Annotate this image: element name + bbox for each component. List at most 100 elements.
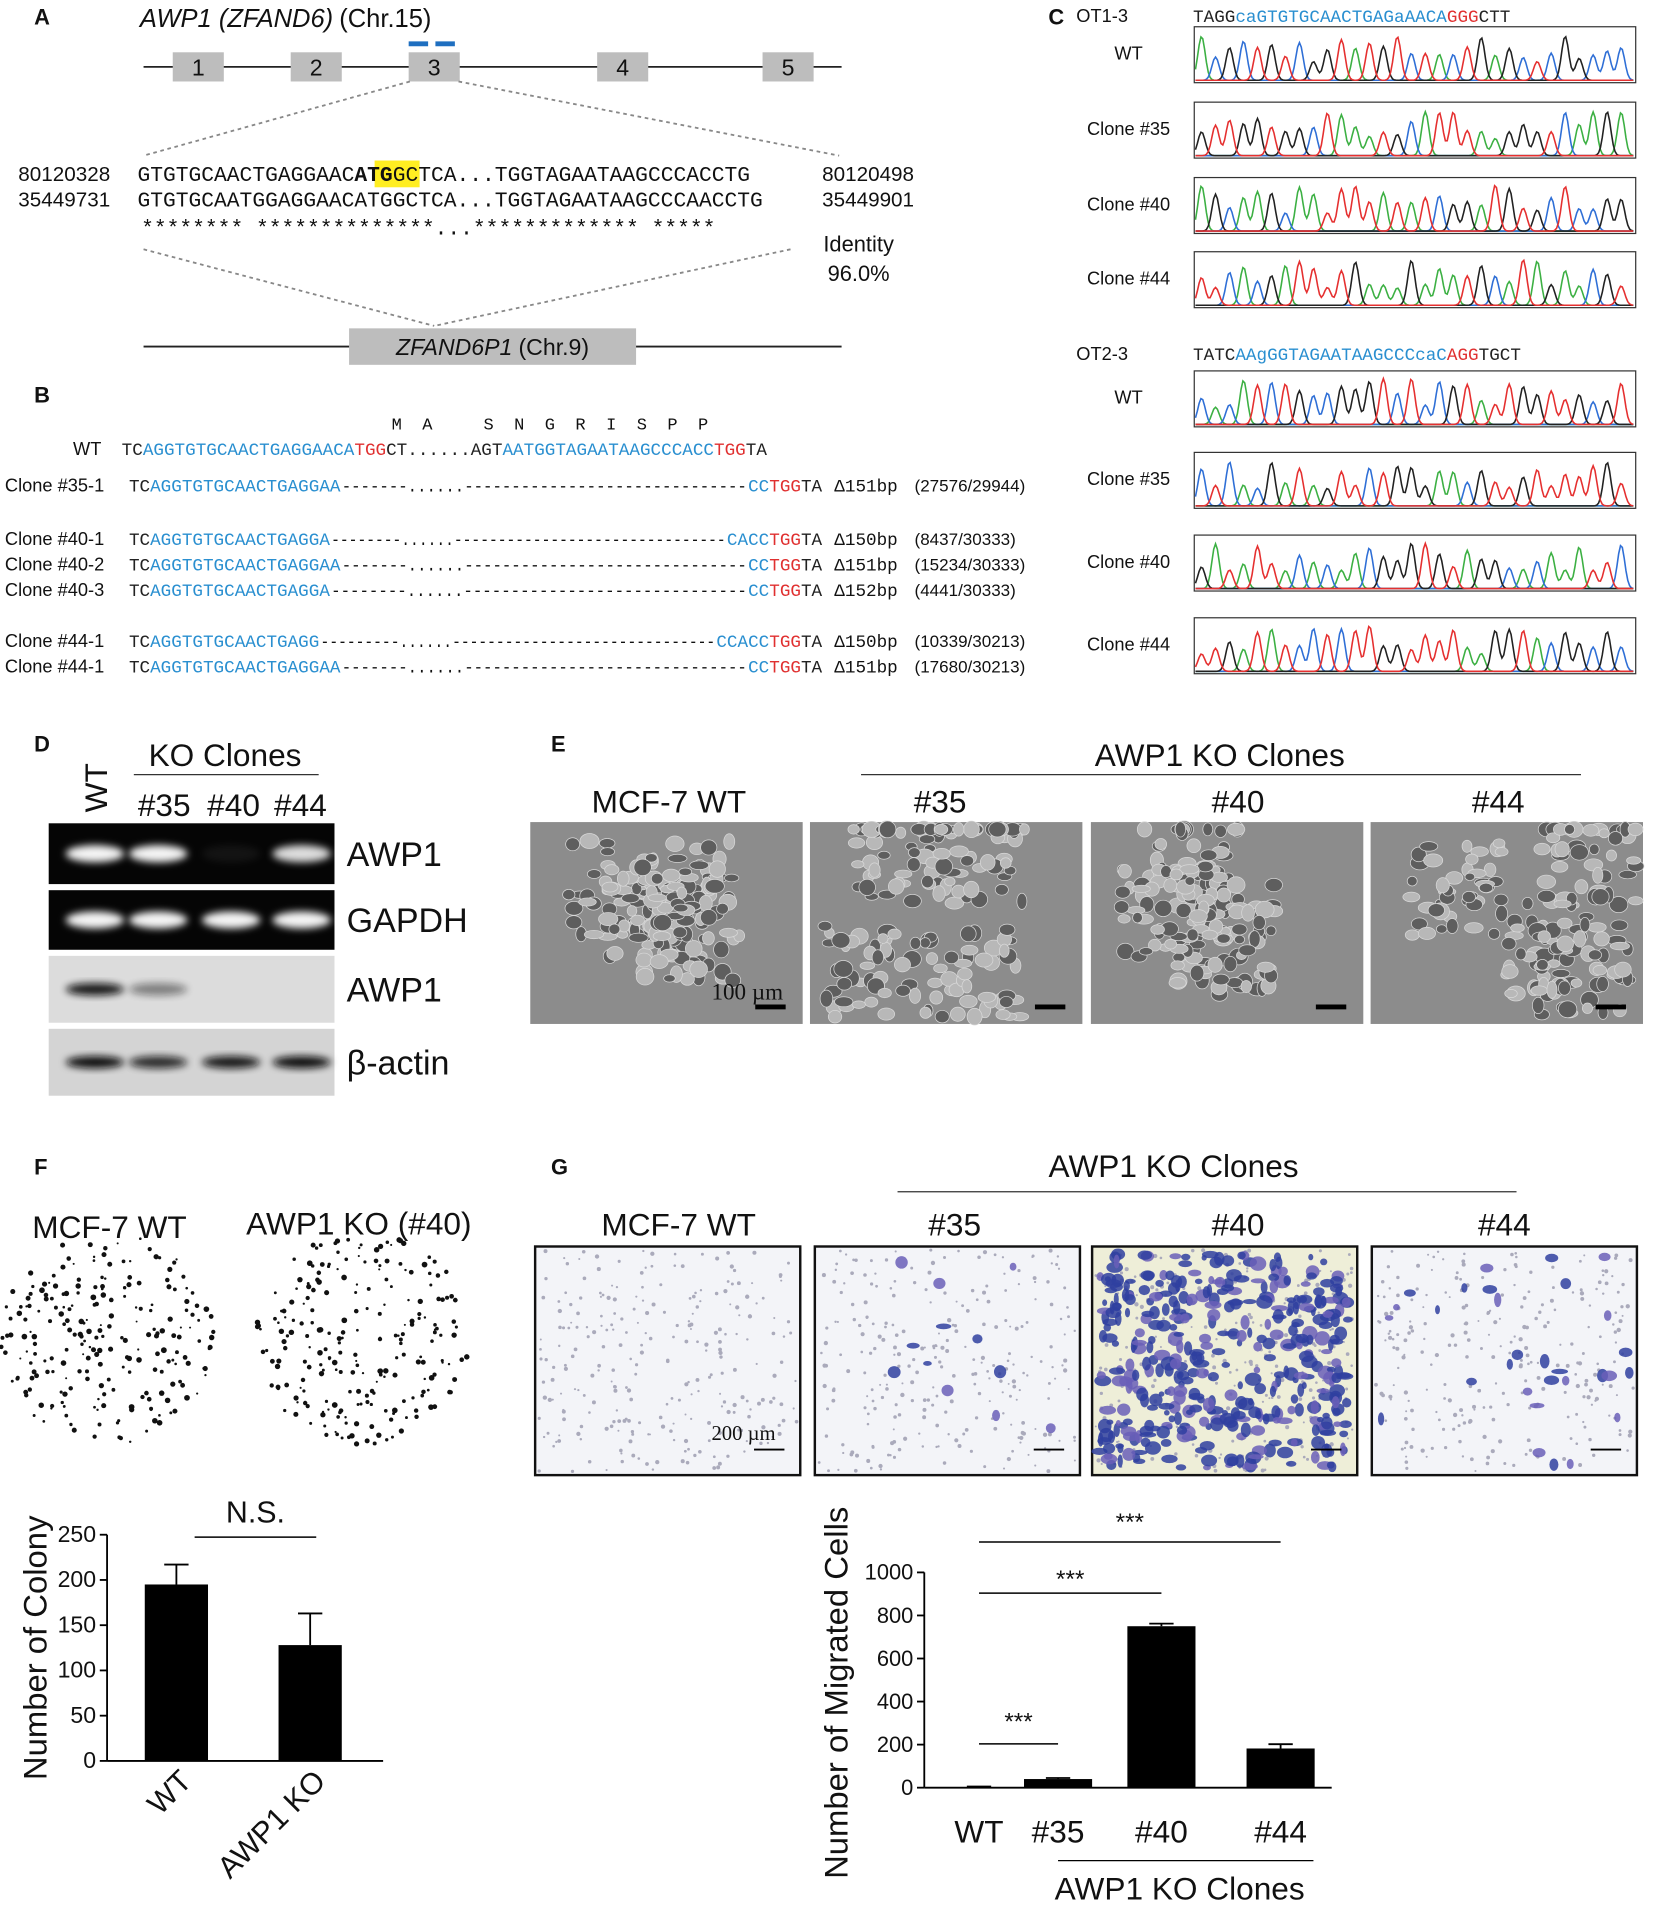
colony bbox=[98, 1382, 105, 1389]
pore bbox=[1346, 1437, 1350, 1440]
migrated-cell bbox=[1214, 1276, 1226, 1288]
colony bbox=[310, 1308, 315, 1313]
cell bbox=[663, 974, 676, 983]
pore bbox=[871, 1322, 875, 1326]
pore bbox=[1403, 1390, 1409, 1395]
pore bbox=[863, 1273, 867, 1277]
pore bbox=[1104, 1343, 1109, 1347]
pore bbox=[687, 1380, 690, 1384]
colony bbox=[417, 1298, 423, 1305]
colony bbox=[293, 1411, 299, 1417]
colony bbox=[341, 1336, 344, 1340]
pore bbox=[757, 1401, 761, 1406]
migrated-cell bbox=[1482, 1284, 1498, 1294]
colony bbox=[285, 1334, 290, 1338]
colony bbox=[196, 1392, 199, 1395]
cell bbox=[700, 839, 718, 856]
colony bbox=[451, 1332, 457, 1338]
pore bbox=[1139, 1304, 1144, 1309]
pore bbox=[1351, 1428, 1354, 1431]
pore bbox=[1247, 1312, 1252, 1317]
pore bbox=[955, 1300, 958, 1303]
pore bbox=[1575, 1442, 1579, 1446]
pore bbox=[1482, 1406, 1486, 1409]
pore bbox=[1588, 1304, 1592, 1307]
pore bbox=[1477, 1320, 1480, 1323]
bar bbox=[278, 1645, 342, 1761]
error-bar bbox=[1149, 1622, 1174, 1627]
colony bbox=[359, 1243, 363, 1247]
pore bbox=[746, 1338, 749, 1341]
colony bbox=[459, 1357, 465, 1363]
colony bbox=[436, 1296, 441, 1302]
pore bbox=[707, 1420, 711, 1425]
pore bbox=[665, 1402, 669, 1406]
pore bbox=[1331, 1327, 1334, 1331]
migrated-cell bbox=[1285, 1460, 1297, 1467]
pore bbox=[1400, 1447, 1404, 1451]
colony bbox=[122, 1285, 127, 1290]
pore bbox=[1612, 1323, 1615, 1326]
cell bbox=[944, 876, 956, 887]
pore bbox=[1119, 1271, 1124, 1275]
migrated-cell bbox=[1269, 1385, 1277, 1398]
pore bbox=[869, 1259, 873, 1263]
pore bbox=[563, 1363, 567, 1367]
cell bbox=[1148, 938, 1162, 952]
pore bbox=[974, 1416, 979, 1420]
gene-name: AWP1 (ZFAND6) bbox=[138, 5, 333, 33]
migrated-cell bbox=[1219, 1412, 1236, 1426]
colony bbox=[274, 1363, 281, 1370]
colony bbox=[92, 1434, 97, 1439]
migrated-cell bbox=[1117, 1454, 1123, 1468]
colony bbox=[25, 1295, 31, 1301]
pore bbox=[1004, 1318, 1008, 1323]
colony bbox=[378, 1264, 382, 1268]
migrated-cell bbox=[1202, 1397, 1215, 1413]
pore bbox=[565, 1261, 570, 1266]
sequence-part: TGG bbox=[714, 441, 746, 461]
pore bbox=[573, 1388, 577, 1391]
pore bbox=[755, 1302, 758, 1305]
pore bbox=[986, 1370, 990, 1373]
cell bbox=[831, 932, 851, 949]
colony bbox=[94, 1301, 99, 1307]
colony bbox=[86, 1328, 92, 1335]
pore bbox=[970, 1288, 975, 1293]
pore bbox=[787, 1261, 790, 1265]
colony bbox=[126, 1282, 132, 1288]
y-tick-label: 0 bbox=[83, 1747, 96, 1773]
pore bbox=[1247, 1248, 1252, 1253]
pore bbox=[612, 1419, 616, 1424]
colony bbox=[399, 1341, 403, 1346]
cell bbox=[1252, 914, 1266, 931]
colony bbox=[366, 1286, 371, 1291]
migrated-cell bbox=[1321, 1443, 1333, 1458]
colony bbox=[302, 1389, 306, 1393]
sequence: TCAGGTGTGCAACTGAGGA bbox=[129, 582, 330, 602]
pore bbox=[1604, 1269, 1609, 1274]
pore bbox=[1319, 1269, 1322, 1272]
atg-highlight bbox=[374, 160, 420, 188]
pore bbox=[1407, 1399, 1410, 1403]
colony bbox=[122, 1337, 128, 1344]
colony bbox=[452, 1377, 458, 1383]
pore bbox=[877, 1334, 882, 1339]
pore bbox=[1453, 1343, 1458, 1347]
sequence-part: CTT bbox=[1479, 8, 1511, 28]
pore bbox=[1031, 1254, 1035, 1258]
pore bbox=[729, 1303, 732, 1306]
pore bbox=[1490, 1449, 1495, 1454]
y-tick-label: 200 bbox=[877, 1732, 914, 1757]
migrated-cell bbox=[1146, 1404, 1159, 1411]
cell bbox=[708, 860, 726, 878]
pore bbox=[893, 1279, 897, 1283]
pore bbox=[940, 1345, 945, 1350]
cell bbox=[909, 936, 922, 950]
migrated-cell bbox=[1161, 1454, 1178, 1464]
pore bbox=[1270, 1396, 1274, 1400]
cell bbox=[1550, 861, 1569, 873]
migrated-cell bbox=[1136, 1387, 1149, 1402]
pore bbox=[558, 1325, 562, 1330]
pore bbox=[715, 1256, 720, 1261]
